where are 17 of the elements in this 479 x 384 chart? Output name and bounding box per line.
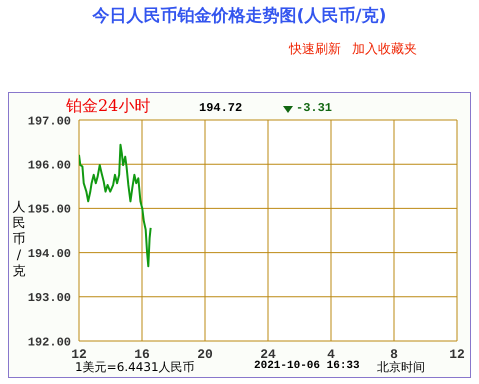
text: 加入收藏夹: [352, 41, 417, 58]
y-tick-label: 197.00: [28, 114, 71, 128]
y-tick-label: 192.00: [28, 335, 71, 350]
line-series: [79, 144, 152, 268]
chart-title: 今日人民币铂金价格走势图(人民币/克): [91, 5, 388, 27]
y-axis-title: 人民币/克: [12, 200, 26, 280]
text: 2021-10-06 16:33: [254, 360, 360, 372]
text: -3.31: [296, 101, 332, 115]
y-tick-label: 193.00: [28, 291, 71, 306]
x-tick-label: 20: [197, 347, 213, 362]
text: 194.72: [199, 101, 242, 115]
y-tick-label: 195.00: [28, 202, 71, 217]
y-tick-label: 194.00: [28, 246, 71, 261]
text: 快速刷新: [289, 41, 341, 58]
y-tick-label: 196.00: [28, 158, 71, 172]
x-tick-label: 12: [449, 347, 465, 362]
text: 铂金24小时: [66, 96, 150, 116]
